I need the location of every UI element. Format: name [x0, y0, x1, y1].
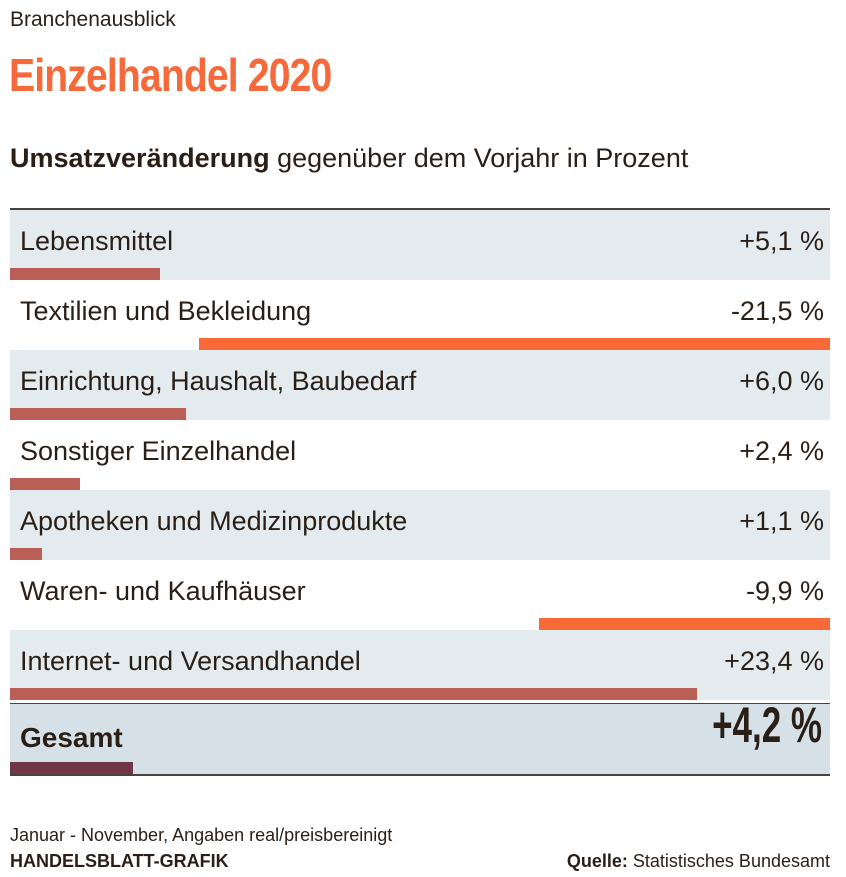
bar	[10, 478, 81, 490]
kicker: Branchenausblick	[10, 8, 176, 31]
bar	[10, 548, 43, 560]
source-text: Statistisches Bundesamt	[627, 851, 830, 871]
category-label: Lebensmittel	[20, 226, 174, 256]
bar	[198, 338, 830, 350]
category-label: Einrichtung, Haushalt, Baubedarf	[20, 366, 417, 396]
value-label: +1,1 %	[739, 506, 824, 536]
chart-title: Einzelhandel 2020	[9, 49, 332, 101]
total-value: +4,2 %	[712, 697, 822, 753]
bar	[10, 268, 160, 280]
source: Quelle: Statistisches Bundesamt	[567, 851, 830, 872]
footnote: Januar - November, Angaben real/preisber…	[10, 825, 393, 845]
value-label: -9,9 %	[745, 576, 824, 606]
bar-row: Einrichtung, Haushalt, Baubedarf +6,0 %	[10, 350, 830, 420]
total-row: Gesamt +4,2 %	[10, 697, 830, 776]
value-label: +2,4 %	[739, 436, 824, 466]
bar-row: Waren- und Kaufhäuser -9,9 %	[10, 560, 830, 630]
bar	[10, 408, 187, 420]
top-rule	[10, 208, 830, 210]
source-label: Quelle:	[566, 851, 628, 871]
chart-subtitle: Umsatzveränderung gegenüber dem Vorjahr …	[10, 143, 688, 174]
bar-row: Sonstiger Einzelhandel +2,4 %	[10, 420, 830, 490]
category-label: Sonstiger Einzelhandel	[20, 436, 297, 466]
total-label: Gesamt	[20, 722, 123, 753]
bar	[539, 618, 830, 630]
category-label: Textilien und Bekleidung	[20, 296, 312, 326]
bar-row: Lebensmittel +5,1 %	[10, 210, 830, 280]
bar-row: Textilien und Bekleidung -21,5 %	[10, 280, 830, 350]
category-label: Internet- und Versandhandel	[20, 646, 361, 676]
bar	[10, 688, 697, 700]
total-bar	[10, 762, 134, 774]
bar-rows: Lebensmittel +5,1 % Textilien und Bekleidu…	[10, 210, 830, 700]
value-label: +6,0 %	[739, 366, 824, 396]
bar-row: Apotheken und Medizinprodukte +1,1 %	[10, 490, 830, 560]
credit: HANDELSBLATT-GRAFIK	[10, 851, 229, 871]
subtitle-rest: gegenüber dem Vorjahr in Prozent	[269, 143, 689, 173]
category-label: Waren- und Kaufhäuser	[20, 576, 306, 606]
bar-row: Internet- und Versandhandel +23,4 %	[10, 630, 830, 700]
value-label: +23,4 %	[724, 646, 824, 676]
value-label: +5,1 %	[739, 226, 824, 256]
value-label: -21,5 %	[730, 296, 824, 326]
subtitle-bold: Umsatzveränderung	[10, 143, 270, 173]
category-label: Apotheken und Medizinprodukte	[20, 506, 408, 536]
